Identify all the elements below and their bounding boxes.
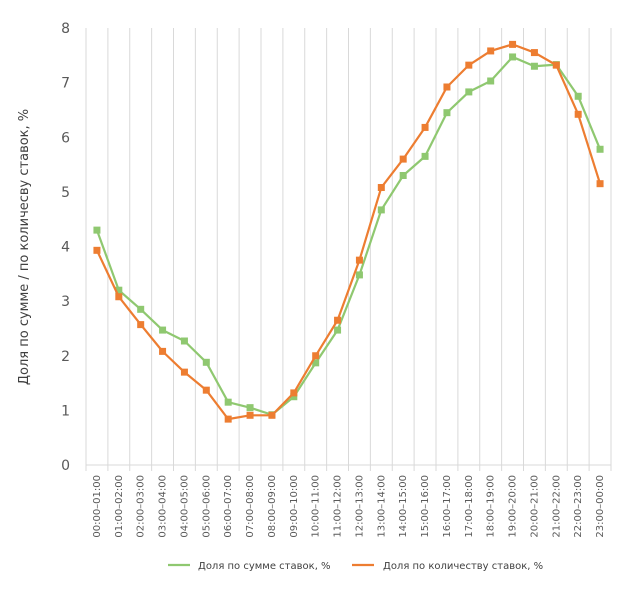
legend-label: Доля по сумме ставок, % <box>198 561 331 572</box>
data-point <box>159 326 167 334</box>
data-point <box>93 246 101 254</box>
data-point <box>180 368 188 376</box>
x-tick-label: 19:00–20:00 <box>508 475 519 538</box>
data-point <box>137 305 145 313</box>
x-tick-label: 14:00–15:00 <box>398 475 409 538</box>
data-point <box>509 53 517 61</box>
y-tick-label: 0 <box>61 458 70 474</box>
data-point <box>202 386 210 394</box>
data-point <box>465 88 473 96</box>
x-tick-label: 22:00–23:00 <box>573 475 584 538</box>
data-point <box>224 398 232 406</box>
legend-label: Доля по количеству ставок, % <box>383 561 543 572</box>
data-point <box>574 92 582 100</box>
data-point <box>421 152 429 160</box>
data-point <box>290 393 298 401</box>
data-point <box>509 40 517 48</box>
data-point <box>202 358 210 366</box>
data-point <box>443 109 451 117</box>
x-tick-label: 01:00–02:00 <box>114 475 125 538</box>
grid-lines <box>85 28 612 471</box>
data-point <box>377 184 385 192</box>
data-point <box>530 49 538 57</box>
data-point <box>312 352 320 360</box>
x-tick-label: 06:00–07:00 <box>223 475 234 538</box>
x-tick-label: 13:00–14:00 <box>376 475 387 538</box>
y-tick-label: 1 <box>61 403 70 419</box>
data-point <box>355 271 363 279</box>
y-tick-label: 6 <box>61 130 70 146</box>
x-tick-label: 21:00–22:00 <box>551 475 562 538</box>
series-lines <box>93 40 604 423</box>
x-tick-label: 18:00–19:00 <box>486 475 497 538</box>
x-tick-label: 02:00–03:00 <box>136 475 147 538</box>
data-point <box>377 206 385 214</box>
x-tick-label: 16:00–17:00 <box>442 475 453 538</box>
data-point <box>115 286 123 294</box>
y-tick-label: 5 <box>61 185 70 201</box>
x-tick-label: 07:00–08:00 <box>245 475 256 538</box>
data-point <box>137 321 145 329</box>
data-point <box>487 47 495 55</box>
x-tick-label: 05:00–06:00 <box>201 475 212 538</box>
y-tick-label: 8 <box>61 21 70 37</box>
legend: Доля по сумме ставок, % Доля по количеств… <box>168 561 543 572</box>
x-tick-label: 20:00–21:00 <box>529 475 540 538</box>
series-line-1 <box>95 55 602 416</box>
data-point <box>268 411 276 419</box>
data-point <box>399 155 407 163</box>
data-point <box>312 359 320 367</box>
data-point <box>246 404 254 412</box>
data-point <box>93 226 101 234</box>
data-point <box>224 415 232 423</box>
data-point <box>290 389 298 397</box>
x-tick-label: 17:00–18:00 <box>464 475 475 538</box>
x-tick-label: 08:00–09:00 <box>267 475 278 538</box>
series-line-2 <box>95 43 602 421</box>
data-point <box>115 293 123 301</box>
data-point <box>180 337 188 345</box>
data-point <box>421 123 429 131</box>
y-tick-label: 4 <box>61 240 70 256</box>
data-point <box>552 61 560 69</box>
y-tick-label: 3 <box>61 294 70 310</box>
data-point <box>246 411 254 419</box>
data-point <box>443 83 451 91</box>
x-tick-label: 23:00–00:00 <box>595 475 606 538</box>
data-point <box>487 77 495 85</box>
x-tick-label: 12:00–13:00 <box>354 475 365 538</box>
data-point <box>159 347 167 355</box>
y-tick-label: 7 <box>61 76 70 92</box>
data-point <box>334 326 342 334</box>
x-tick-label: 04:00–05:00 <box>179 475 190 538</box>
x-tick-label: 00:00–01:00 <box>92 475 103 538</box>
data-point <box>574 110 582 118</box>
data-point <box>465 61 473 69</box>
data-point <box>596 180 604 188</box>
y-tick-label: 2 <box>61 349 70 365</box>
data-point <box>334 316 342 324</box>
x-tick-label: 11:00–12:00 <box>333 475 344 538</box>
axes: 0 1 2 3 4 5 6 7 8 00:00–01:00 01:00–02:00 02:00–03:… <box>61 21 611 538</box>
data-point <box>355 256 363 264</box>
data-point <box>596 145 604 153</box>
x-tick-label: 09:00–10:00 <box>289 475 300 538</box>
x-tick-label: 15:00–16:00 <box>420 475 431 538</box>
data-point <box>530 62 538 70</box>
y-axis-label: Доля по сумме / по количесву ставок, % <box>17 109 32 385</box>
x-tick-label: 03:00–04:00 <box>158 475 169 538</box>
data-point <box>399 171 407 179</box>
x-tick-label: 10:00–11:00 <box>311 475 322 538</box>
